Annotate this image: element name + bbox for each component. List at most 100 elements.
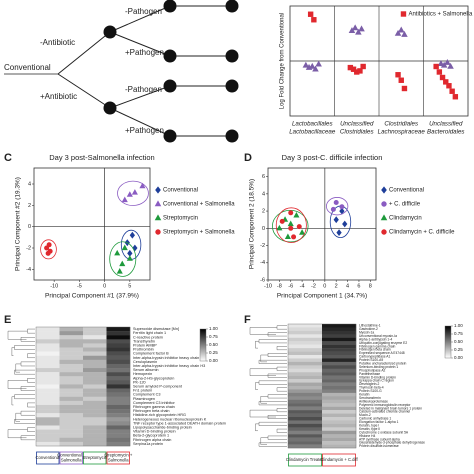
scale-label: 0.75: [454, 331, 463, 336]
legend-label: Clindamycin + C. difficile: [389, 230, 455, 236]
edge: [109, 107, 171, 137]
y-tick-label: 2: [28, 203, 31, 209]
point: [44, 245, 50, 251]
heat-cell: [36, 409, 60, 414]
point: [380, 214, 388, 221]
group-label: Salmonella: [61, 458, 82, 463]
point: [287, 220, 294, 227]
dendrogram: [20, 435, 35, 441]
heat-cell: [83, 409, 107, 414]
heat-cell: [36, 331, 60, 336]
row-label: ATP synthase subunit alpha: [359, 437, 400, 441]
heat-cell: [83, 388, 107, 393]
heat-cell: [59, 413, 84, 418]
chart-title: Day 3 post-C. difficile infection: [282, 153, 383, 162]
heat-cell: [322, 427, 357, 431]
dendrogram: [14, 419, 35, 424]
row-label: Keratin: [359, 392, 370, 396]
dendrogram: [255, 341, 259, 349]
chart-title: Day 3 post-Salmonella infection: [49, 153, 154, 162]
row-label: Serum amyloid P-component: [133, 385, 183, 389]
y-tick-label: -4: [26, 267, 31, 273]
heat-cell: [36, 380, 60, 385]
row-label: Fibrinogen alpha chain: [133, 438, 171, 442]
panel-letter: D: [244, 152, 252, 164]
heat-cell: [106, 368, 131, 373]
point: [126, 255, 133, 261]
row-label: Expressed sequence AI747448: [359, 351, 405, 355]
y-tick-label: -4: [260, 260, 265, 266]
row-label: Superoxide dismutase [Mn]: [133, 327, 179, 331]
x-tick-label: -4: [300, 283, 305, 289]
dendrogram: [258, 442, 287, 447]
heat-cell: [106, 404, 131, 410]
edge: [57, 73, 111, 109]
heat-cell: [106, 380, 131, 385]
heat-cell: [106, 359, 131, 365]
heat-cell: [288, 330, 323, 335]
point: [121, 196, 128, 203]
heat-cell: [59, 351, 84, 356]
heat-cell: [322, 417, 357, 421]
row-label: Histone H4: [359, 434, 375, 438]
group-label: Conventional +: [57, 453, 86, 458]
point: [351, 24, 359, 31]
heat-cell: [322, 324, 357, 328]
point: [360, 63, 366, 70]
heat-cell: [288, 413, 323, 418]
heat-cell: [288, 351, 323, 356]
row-label: Complement C3 inhibitor: [133, 401, 176, 405]
heat-cell: [106, 347, 131, 352]
heat-cell: [288, 348, 323, 352]
node: [163, 49, 177, 63]
panel-letter: E: [4, 314, 11, 326]
dendrogram: [27, 378, 35, 383]
row-label: Hemopexin: [133, 372, 152, 376]
heat-cell: [322, 434, 357, 438]
edge-label: -Pathogen: [125, 85, 162, 94]
heat-cell: [288, 437, 323, 442]
heat-cell: [83, 363, 107, 369]
row-label: Serpina1a protein: [133, 442, 163, 446]
heat-cell: [83, 351, 107, 356]
heat-cell: [59, 421, 84, 426]
heat-cell: [288, 382, 323, 387]
x-tick-label: -2: [311, 283, 316, 289]
scale-label: 0.25: [209, 350, 218, 355]
dendrogram: [249, 327, 277, 335]
y-tick-label: 4: [262, 191, 265, 197]
point: [276, 224, 283, 231]
heat-cell: [106, 363, 131, 369]
heat-cell: [83, 396, 107, 402]
heat-cell: [59, 359, 84, 365]
row-label: Glyceraldehyde-3-phosphate dehydrogenase: [359, 441, 425, 445]
heat-cell: [106, 433, 131, 438]
heat-cell: [288, 392, 323, 397]
row-label: C-reactive protein: [133, 335, 163, 339]
heat-cell: [288, 403, 323, 407]
row-label: Complement C3: [133, 393, 160, 397]
row-label: Keratin, type II: [359, 427, 380, 431]
point: [293, 211, 300, 218]
point: [312, 65, 319, 72]
dendrogram: [11, 347, 15, 356]
category-label: Bacteroidales: [427, 129, 465, 136]
row-label: Fibrinogen gamma chain: [359, 344, 395, 348]
heat-cell: [288, 399, 323, 404]
dendrogram: [27, 402, 35, 408]
heat-cell: [322, 392, 357, 397]
point: [397, 26, 405, 33]
legend-label: Conventional: [163, 188, 198, 194]
x-tick-label: 2: [335, 283, 338, 289]
dendrogram: [267, 353, 287, 357]
y-tick-label: 2: [262, 209, 265, 215]
category-label: Unclassified: [340, 121, 374, 128]
group-label: Salmonella: [108, 458, 129, 463]
heat-cell: [83, 339, 107, 344]
edge: [57, 31, 111, 75]
point: [154, 214, 162, 221]
heat-cell: [288, 434, 323, 438]
plot-frame: [33, 167, 151, 281]
scale-label: 0.00: [209, 358, 218, 363]
point: [296, 224, 302, 230]
